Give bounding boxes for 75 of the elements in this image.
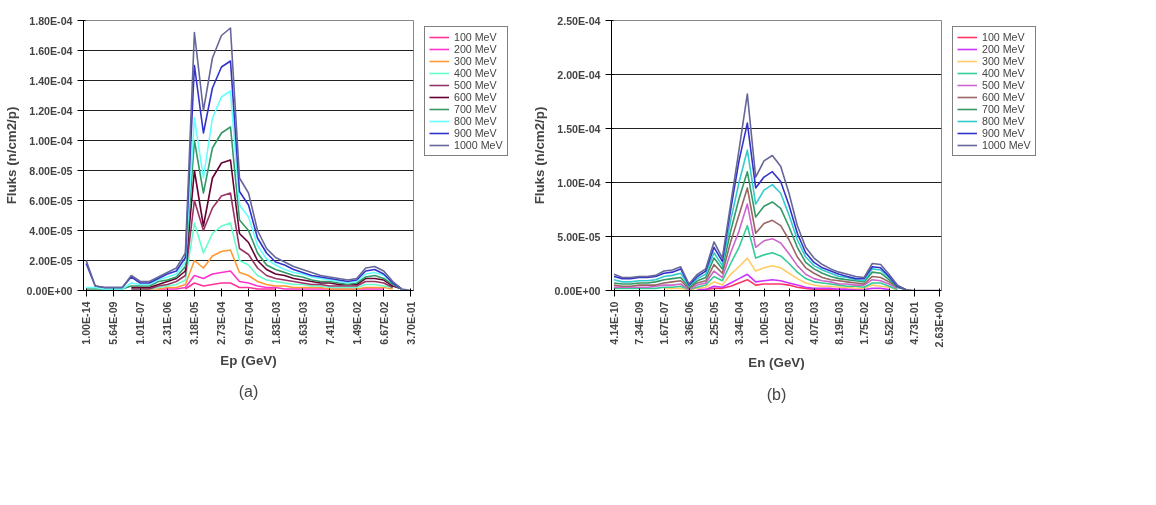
legend-label: 400 MeV <box>982 67 1025 79</box>
y-tick-label: 2.50E-04 <box>557 14 601 27</box>
x-tick-label: 1.67E-07 <box>658 301 670 345</box>
x-tick-label: 4.73E-01 <box>908 301 920 345</box>
y-tick-label: 0.00E+00 <box>554 284 601 297</box>
x-tick-label: 5.25E-05 <box>708 301 720 345</box>
x-axis-title: En (GeV) <box>748 355 805 371</box>
legend-label: 500 MeV <box>982 79 1025 91</box>
x-tick-label: 1.49E-02 <box>350 301 363 345</box>
x-tick-label: 4.07E-03 <box>808 301 820 345</box>
line-series <box>184 282 277 290</box>
y-tick-label: 4.00E-05 <box>29 224 73 237</box>
legend-label: 900 MeV <box>982 127 1025 139</box>
x-tick-label: 3.34E-04 <box>733 301 745 345</box>
x-tick-label: 9.67E-04 <box>242 301 255 345</box>
x-tick-label: 7.41E-03 <box>323 301 336 345</box>
x-tick-label: 1.01E-07 <box>134 301 147 345</box>
line-series <box>613 203 899 291</box>
y-axis-title: Fluks (n/cm2/p) <box>531 106 547 205</box>
x-tick-label: 2.31E-06 <box>161 301 174 345</box>
y-tick-label: 6.00E-05 <box>29 194 73 207</box>
legend-label: 200 MeV <box>454 43 497 55</box>
y-tick-label: 1.50E-04 <box>557 122 601 135</box>
x-tick-label: 4.14E-10 <box>608 301 620 345</box>
x-tick-label: 3.63E-03 <box>296 301 309 345</box>
y-tick-label: 1.60E-04 <box>29 44 73 57</box>
legend-label: 600 MeV <box>982 91 1025 103</box>
y-tick-label: 1.20E-04 <box>29 104 73 117</box>
legend-label: 200 MeV <box>982 43 1025 55</box>
y-tick-label: 1.00E-04 <box>29 134 73 147</box>
line-series <box>696 273 890 291</box>
x-tick-label: 3.70E-01 <box>404 301 417 345</box>
legend-label: 900 MeV <box>454 127 497 139</box>
line-series <box>130 192 394 290</box>
legend-label: 700 MeV <box>982 103 1025 115</box>
legend-label: 1000 MeV <box>982 139 1031 151</box>
legend-label: 700 MeV <box>454 103 497 115</box>
x-tick-label: 1.75E-02 <box>858 301 870 345</box>
y-axis-title: Fluks (n/cm2/p) <box>3 106 19 205</box>
x-tick-label: 6.52E-02 <box>883 301 895 345</box>
y-tick-label: 1.40E-04 <box>29 74 73 87</box>
x-tick-label: 1.00E-03 <box>758 301 770 345</box>
x-axis-title: Ep (GeV) <box>220 352 277 368</box>
x-tick-label: 2.73E-04 <box>215 301 228 345</box>
legend-label: 300 MeV <box>982 55 1025 67</box>
legend-label: 400 MeV <box>454 67 497 79</box>
x-tick-label: 3.18E-05 <box>188 301 201 345</box>
x-tick-label: 3.36E-06 <box>683 301 695 345</box>
legend-label: 1000 MeV <box>454 139 503 151</box>
legend-label: 600 MeV <box>454 91 497 103</box>
y-tick-label: 1.80E-04 <box>29 14 73 27</box>
legend-label: 100 MeV <box>982 31 1025 43</box>
x-tick-label: 1.00E-14 <box>80 301 93 345</box>
y-tick-label: 5.00E-05 <box>557 230 601 243</box>
x-tick-label: 7.34E-09 <box>633 301 645 345</box>
legend-label: 100 MeV <box>454 31 497 43</box>
text: (a) <box>238 382 259 400</box>
y-tick-label: 0.00E+00 <box>26 284 73 297</box>
x-tick-label: 1.83E-03 <box>269 301 282 345</box>
y-tick-label: 2.00E-05 <box>29 254 73 267</box>
y-tick-label: 8.00E-05 <box>29 164 73 177</box>
line-series <box>85 126 403 290</box>
x-tick-label: 8.19E-03 <box>833 301 845 345</box>
legend-label: 800 MeV <box>982 115 1025 127</box>
y-tick-label: 2.00E-04 <box>557 68 601 81</box>
legend-label: 800 MeV <box>454 115 497 127</box>
legend-label: 300 MeV <box>454 55 497 67</box>
x-tick-label: 2.02E-03 <box>783 301 795 345</box>
x-tick-label: 2.63E+00 <box>933 301 945 348</box>
text: (b) <box>766 385 787 403</box>
x-tick-label: 5.64E-09 <box>107 301 120 345</box>
y-tick-label: 1.00E-04 <box>557 176 601 189</box>
legend-label: 500 MeV <box>454 79 497 91</box>
line-series <box>613 224 899 291</box>
x-tick-label: 6.67E-02 <box>377 301 390 345</box>
